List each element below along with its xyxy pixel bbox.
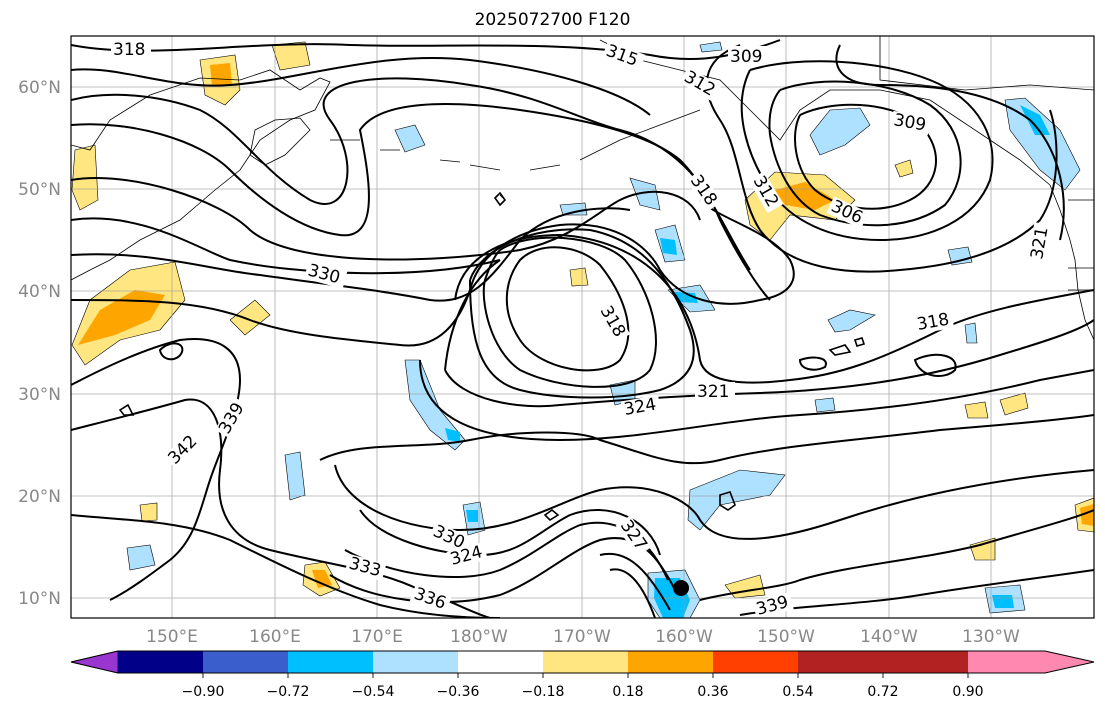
negative-anomaly-area: [394, 124, 426, 153]
negative-anomaly-area: [284, 451, 306, 501]
latitude-labels: 60°N 50°N 40°N 30°N 20°N 10°N: [18, 78, 61, 609]
negative-anomaly-core: [660, 238, 677, 255]
colorbar-segment: [883, 651, 968, 673]
asia-coastline: [71, 69, 331, 281]
lat-label: 60°N: [18, 78, 61, 98]
longitude-labels: 150°E 160°E 170°E 180°W 170°W 160°W 150°…: [146, 627, 1020, 647]
colorbar-tick-label: 0.54: [782, 684, 813, 700]
positive-anomaly-area: [969, 537, 996, 561]
colorbar-tick-label: 0.72: [867, 684, 898, 700]
lon-label: 170°W: [553, 627, 611, 647]
lat-label: 50°N: [18, 180, 61, 200]
positive-anomaly-core: [210, 63, 232, 85]
colorbar-segment: [288, 651, 373, 673]
colorbar-segment: [798, 651, 883, 673]
kamchatka-coastline: [249, 117, 311, 166]
negative-anomaly-area: [964, 322, 978, 344]
north-america-coastline: [1049, 184, 1094, 341]
negative-anomaly-core: [992, 595, 1014, 608]
lon-label: 170°E: [351, 627, 403, 647]
colorbar-extend-right: [968, 651, 1094, 673]
colorbar: −0.90 −0.72 −0.54 −0.36 −0.18 0.18 0.36 …: [70, 650, 1095, 700]
contour-label: 318: [113, 40, 145, 60]
positive-anomaly-core: [1080, 504, 1094, 526]
colorbar-tick-label: 0.18: [612, 684, 643, 700]
colorbar-tick-label: −0.18: [522, 684, 565, 700]
colorbar-extend-left: [70, 650, 119, 674]
small-contours: [118, 191, 866, 522]
positive-anomaly-area: [964, 401, 989, 419]
negative-anomaly-core: [466, 510, 478, 522]
positive-anomaly-area: [999, 392, 1029, 416]
lon-label: 140°W: [860, 627, 918, 647]
negative-anomaly-area: [1004, 97, 1081, 191]
positive-anomaly-area: [229, 299, 271, 336]
lon-label: 150°E: [146, 627, 198, 647]
negative-anomaly-area: [629, 177, 661, 211]
contour-label: 309: [730, 47, 762, 67]
colorbar-tick-label: −0.36: [437, 684, 480, 700]
lat-label: 40°N: [18, 282, 61, 302]
colorbar-segment: [373, 651, 458, 673]
colorbar-segment: [458, 651, 543, 673]
lon-label: 160°E: [249, 627, 301, 647]
positive-anomaly-area: [271, 41, 311, 71]
map-border: [70, 35, 1095, 619]
lat-label: 30°N: [18, 385, 61, 405]
positive-anomaly-core: [312, 570, 332, 588]
lon-label: 150°W: [757, 627, 815, 647]
colorbar-tick-label: −0.72: [267, 684, 310, 700]
colorbar-tick-marks: [202, 673, 969, 678]
colorbar-segment: [118, 651, 203, 673]
colorbar-tick-label: 0.36: [697, 684, 728, 700]
location-marker-icon: [673, 580, 689, 596]
colorbar-tick-labels: −0.90 −0.72 −0.54 −0.36 −0.18 0.18 0.36 …: [182, 684, 984, 700]
negative-anomaly-area: [559, 202, 588, 216]
positive-anomaly-area: [139, 502, 158, 522]
colorbar-segment: [713, 651, 798, 673]
colorbar-outline: [70, 650, 1095, 674]
colorbar-segment: [628, 651, 713, 673]
positive-anomaly-area: [894, 159, 914, 178]
negative-anomaly-core: [1020, 105, 1050, 135]
positive-anomaly-core: [78, 290, 165, 345]
colorbar-segment: [203, 651, 288, 673]
lat-label: 20°N: [18, 487, 61, 507]
shading-layer: [71, 41, 1094, 618]
negative-anomaly-area: [947, 246, 973, 266]
colorbar-tick-label: 0.90: [952, 684, 983, 700]
negative-anomaly-area: [687, 469, 786, 531]
negative-anomaly-area: [814, 397, 836, 413]
lat-label: 10°N: [18, 589, 61, 609]
negative-anomaly-core: [445, 428, 460, 442]
negative-anomaly-area: [809, 107, 871, 156]
contour-label: 321: [697, 382, 729, 402]
lon-label: 130°W: [962, 627, 1020, 647]
negative-anomaly-area: [126, 544, 156, 571]
negative-anomaly-area: [699, 41, 723, 53]
colorbar-tick-label: −0.90: [182, 684, 225, 700]
negative-anomaly-core: [675, 292, 698, 303]
positive-anomaly-area: [569, 267, 589, 287]
colorbar-segment: [543, 651, 628, 673]
colorbar-tick-label: −0.54: [352, 684, 395, 700]
negative-anomaly-area: [827, 309, 876, 333]
map-title: 2025072700 F120: [474, 10, 631, 30]
lon-label: 180°W: [450, 627, 508, 647]
lon-label: 160°W: [655, 627, 713, 647]
